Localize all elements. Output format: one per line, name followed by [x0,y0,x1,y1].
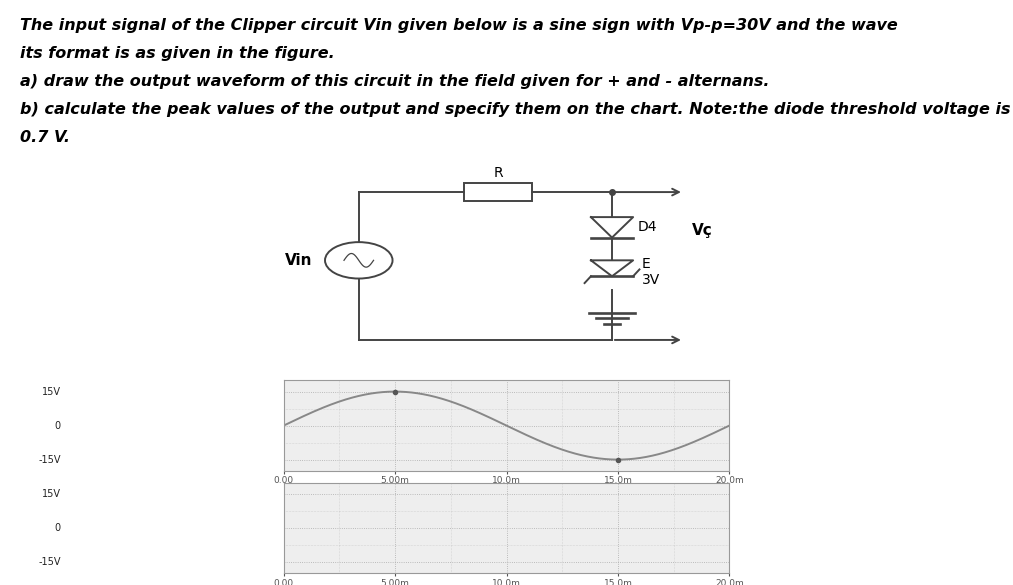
Text: its format is as given in the figure.: its format is as given in the figure. [20,46,335,61]
Bar [464,183,532,201]
Text: 15V: 15V [42,489,61,499]
Text: Vin: Vin [285,253,312,268]
Text: 15V: 15V [42,387,61,397]
Text: -15V: -15V [38,455,61,464]
Text: E
3V: E 3V [641,257,659,287]
Text: -15V: -15V [38,557,61,567]
Text: Vç: Vç [692,223,713,238]
Text: D4: D4 [637,221,656,235]
Text: 0: 0 [55,421,61,431]
Text: The input signal of the Clipper circuit Vin given below is a sine sign with Vp-p: The input signal of the Clipper circuit … [20,18,898,33]
Text: 0.7 V.: 0.7 V. [20,130,70,145]
Text: R: R [493,166,502,180]
Text: a) draw the output waveform of this circuit in the field given for + and - alter: a) draw the output waveform of this circ… [20,74,770,89]
Text: 0: 0 [55,523,61,533]
Text: b) calculate the peak values of the output and specify them on the chart. Note:t: b) calculate the peak values of the outp… [20,102,1011,117]
